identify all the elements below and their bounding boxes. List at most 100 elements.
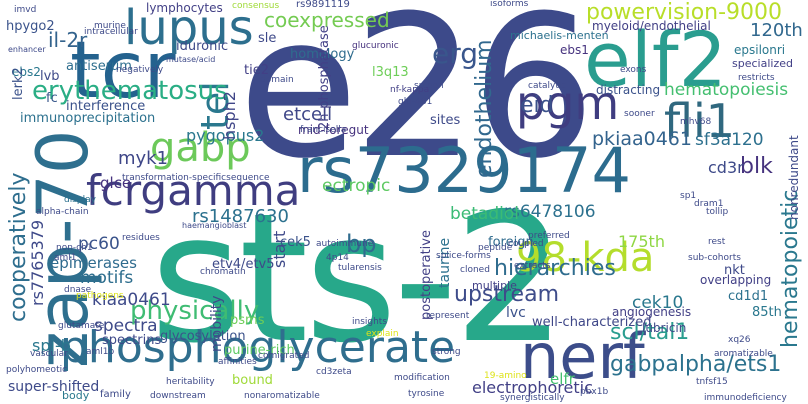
- word: hematopoiesis: [664, 80, 789, 100]
- word: lvc: [506, 305, 526, 321]
- word: rs1487630: [192, 206, 289, 227]
- word: 98-kda: [516, 235, 655, 281]
- word: etcell: [283, 104, 333, 125]
- word: cooperatively: [6, 172, 31, 322]
- word: ectropic: [322, 176, 391, 196]
- word: negatively: [116, 65, 164, 75]
- word: pc60: [78, 234, 120, 254]
- word: domain: [260, 75, 294, 85]
- word: body: [62, 389, 90, 402]
- word: pathogens: [76, 291, 124, 301]
- word: iduronic: [176, 39, 229, 54]
- word: strong: [432, 347, 461, 357]
- word: cd3zeta: [316, 367, 352, 377]
- word: taurine: [437, 237, 453, 288]
- word: gabpalpha/ets1: [610, 352, 782, 377]
- word: sts-2: [150, 175, 567, 382]
- word: represent: [426, 311, 470, 321]
- word: synergistically: [500, 393, 565, 403]
- word: ebs1: [560, 43, 589, 57]
- word: intracellular: [84, 27, 138, 37]
- word: rs7765379: [28, 219, 47, 306]
- word: myk1: [118, 148, 169, 169]
- word: postoperative: [419, 230, 434, 320]
- word: nonaromatizable: [244, 391, 320, 401]
- word: downstream: [150, 391, 206, 401]
- word: cd1d1: [728, 289, 769, 304]
- word: lerk2: [11, 67, 26, 100]
- word: isoforms: [490, 0, 529, 9]
- word: sites: [430, 113, 461, 128]
- word: aromatizable: [714, 349, 773, 359]
- word: hierarchies: [494, 256, 616, 281]
- word: pygopus2: [186, 126, 265, 145]
- word: 175th: [618, 232, 665, 251]
- word: affinities: [218, 357, 257, 367]
- word: nf-kappa: [390, 85, 430, 95]
- word: betadiol: [450, 204, 519, 224]
- word: glucuronic: [352, 41, 399, 51]
- word: rs9891119: [296, 0, 350, 10]
- word: consensus: [232, 1, 280, 11]
- word: transformation-specificsequence: [122, 173, 270, 183]
- word: blk: [740, 154, 773, 179]
- word: immunoprecipitation: [20, 111, 156, 126]
- word: autoimmune: [316, 239, 374, 249]
- word: spectra: [94, 316, 158, 336]
- word: catalytic: [528, 81, 567, 91]
- word: multiple: [472, 279, 517, 292]
- word: tollip: [706, 207, 729, 217]
- word: well-characterized: [532, 315, 652, 330]
- word: non-ch1: [56, 243, 93, 253]
- word: xq26: [728, 335, 751, 345]
- word: 85th: [752, 305, 782, 320]
- word: antiserum: [66, 59, 132, 74]
- word: myeloid/endothelial: [592, 19, 711, 33]
- word: enhancer: [8, 45, 46, 54]
- word: l3q13: [372, 65, 409, 80]
- word: vascular: [30, 349, 68, 359]
- word: extracts: [514, 261, 551, 271]
- word: fli1: [664, 94, 736, 148]
- word: super-shifted: [8, 379, 100, 395]
- word: nerf: [520, 320, 645, 393]
- word: interference: [66, 99, 146, 114]
- word: chromatin: [200, 267, 246, 277]
- word: michaelis-menten: [510, 29, 609, 42]
- word: elfr: [550, 370, 575, 388]
- word: mhv68: [680, 117, 712, 127]
- word: erg: [432, 37, 479, 70]
- word: haemangioblast: [182, 221, 247, 230]
- word: physically: [130, 296, 260, 326]
- word: tyrosine: [408, 389, 445, 399]
- word: modification: [394, 373, 450, 383]
- word: spi-b: [32, 336, 71, 355]
- word: powervision-9000: [586, 0, 783, 25]
- word: alpha-chain: [36, 207, 89, 217]
- word: cloned: [460, 265, 490, 275]
- word: pkiaa0461: [592, 128, 692, 150]
- word: glutamate: [58, 321, 105, 331]
- word: preferred: [528, 231, 570, 241]
- word: mobility: [209, 295, 225, 352]
- word: splice-forms: [436, 251, 491, 261]
- word: tularensis: [338, 263, 382, 273]
- word: rs6478106: [504, 202, 596, 222]
- word: foreign: [488, 235, 534, 250]
- word: lymphocytes: [146, 1, 223, 15]
- word: glycosylation: [160, 329, 246, 344]
- word: cek5: [280, 235, 311, 250]
- word: psms: [230, 313, 265, 328]
- word: rs7329174: [297, 134, 631, 207]
- word: hsph2: [220, 91, 239, 140]
- word: angiogenesis: [612, 305, 692, 319]
- word: etv4/etv5: [212, 257, 275, 272]
- word: exons: [620, 65, 647, 75]
- word: polyhomeotic: [6, 365, 68, 375]
- word: lubricin: [642, 321, 687, 335]
- word: fcrgamma: [86, 166, 301, 215]
- word: imvd: [14, 5, 37, 15]
- word: heritability: [166, 377, 215, 387]
- word: distracting: [596, 83, 661, 97]
